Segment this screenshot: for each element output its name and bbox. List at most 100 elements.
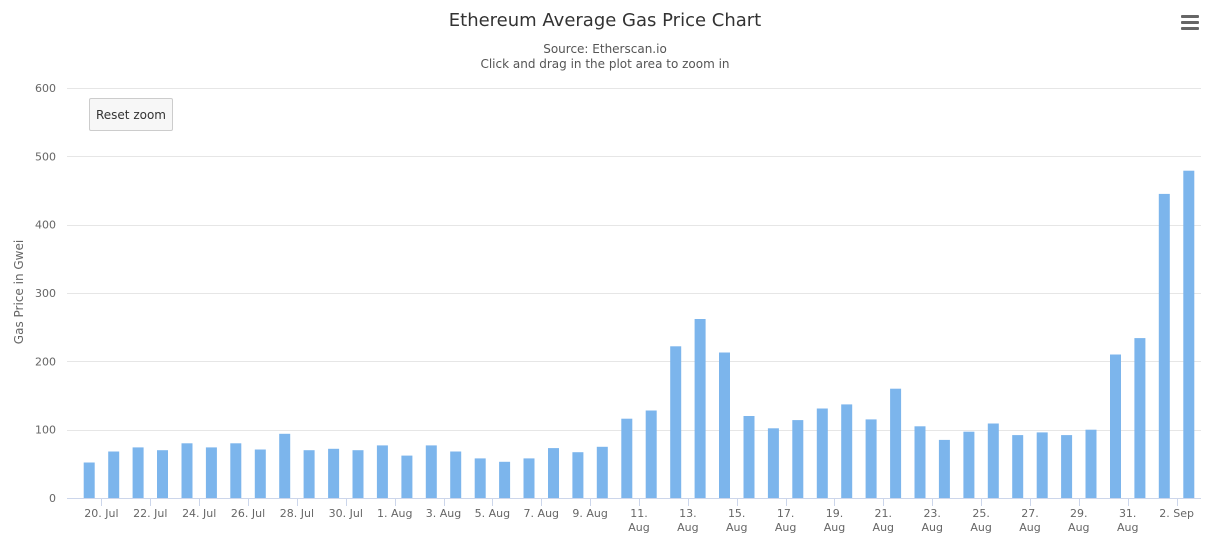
x-tick-label-line: Aug <box>921 521 942 534</box>
bar[interactable] <box>1158 193 1170 498</box>
hamburger-menu-icon[interactable] <box>1179 12 1201 34</box>
bar[interactable] <box>1085 429 1097 498</box>
y-tick-label: 500 <box>35 150 56 163</box>
x-tick-label-line: 17. <box>777 507 795 520</box>
x-tick-label: 28. Jul <box>280 507 314 520</box>
bar[interactable] <box>670 346 682 498</box>
bar[interactable] <box>1036 432 1048 498</box>
x-tick-label-line: Aug <box>677 521 698 534</box>
x-tick-label: 15. Aug <box>726 507 747 534</box>
bar[interactable] <box>621 418 633 498</box>
chart-subtitle: Source: Etherscan.io Click and drag in t… <box>0 42 1210 72</box>
bar[interactable] <box>914 426 926 499</box>
bar[interactable] <box>743 416 755 498</box>
y-axis-title: Gas Price in Gwei <box>12 240 26 344</box>
bar[interactable] <box>1183 170 1195 498</box>
y-tick-label: 400 <box>35 219 56 232</box>
x-tick-label-line: 23. <box>923 507 941 520</box>
y-tick-label: 0 <box>49 492 56 505</box>
x-tick-label: 9. Aug <box>572 507 607 520</box>
bar[interactable] <box>1110 354 1121 499</box>
y-axis-ticks: 0 100 200 300 400 500 600 <box>35 82 56 505</box>
x-tick-label-line: 31. <box>1119 507 1137 520</box>
bar[interactable] <box>1061 435 1073 498</box>
x-tick-label: 31. Aug <box>1117 507 1138 534</box>
x-tick-label-line: 26. Jul <box>231 507 265 520</box>
bar[interactable] <box>767 428 779 498</box>
x-tick-label: 2. Sep <box>1159 507 1194 520</box>
x-tick-label: 1. Aug <box>377 507 412 520</box>
x-tick-label-line: 7. Aug <box>524 507 559 520</box>
x-tick-label-line: 9. Aug <box>572 507 607 520</box>
bar[interactable] <box>181 443 193 498</box>
grid-lines <box>67 88 1201 499</box>
x-tick-label: 24. Jul <box>182 507 216 520</box>
x-tick-label: 22. Jul <box>133 507 167 520</box>
bar[interactable] <box>303 450 315 498</box>
x-tick-label: 21. Aug <box>873 507 894 534</box>
y-tick-label: 200 <box>35 355 56 368</box>
x-tick-label: 26. Jul <box>231 507 265 520</box>
x-tick-label-line: Aug <box>873 521 894 534</box>
bar[interactable] <box>548 448 559 498</box>
bar[interactable] <box>132 447 144 498</box>
bar[interactable] <box>963 431 975 498</box>
reset-zoom-button[interactable]: Reset zoom <box>89 98 173 131</box>
bar[interactable] <box>987 423 999 499</box>
x-tick-label-line: Aug <box>628 521 649 534</box>
bar[interactable] <box>205 447 217 498</box>
bar[interactable] <box>474 458 486 498</box>
bar[interactable] <box>1012 435 1024 498</box>
x-tick-label-line: 13. <box>679 507 697 520</box>
bar[interactable] <box>523 458 535 498</box>
x-tick-label: 11. Aug <box>628 507 649 534</box>
bar[interactable] <box>572 452 584 498</box>
x-tick-label-line: 30. Jul <box>329 507 363 520</box>
bar[interactable] <box>425 445 437 498</box>
x-tick-label-line: Aug <box>1117 521 1138 534</box>
chart-subtitle-hint: Click and drag in the plot area to zoom … <box>480 57 730 71</box>
bar[interactable] <box>376 445 388 498</box>
bar[interactable] <box>816 408 828 499</box>
x-tick-label-line: 28. Jul <box>280 507 314 520</box>
bar[interactable] <box>865 419 877 498</box>
bar[interactable] <box>792 420 804 498</box>
bar[interactable] <box>890 388 902 498</box>
bar[interactable] <box>694 319 706 498</box>
bar[interactable] <box>230 443 242 498</box>
x-tick-label: 13. Aug <box>677 507 698 534</box>
x-tick-label: 5. Aug <box>475 507 510 520</box>
menu-line <box>1181 21 1199 24</box>
bar[interactable] <box>157 450 168 498</box>
x-tick-label-line: 22. Jul <box>133 507 167 520</box>
x-axis-ticks: 20. Jul 22. Jul 24. Jul 26. Jul 28. Jul 30. J… <box>84 498 1194 534</box>
x-tick-label-line: 2. Sep <box>1159 507 1194 520</box>
x-tick-label-line: 29. <box>1070 507 1088 520</box>
bar[interactable] <box>1134 338 1146 498</box>
x-tick-label-line: Aug <box>775 521 796 534</box>
x-tick-label-line: 27. <box>1021 507 1039 520</box>
bar[interactable] <box>719 352 730 499</box>
x-tick-label: 3. Aug <box>426 507 461 520</box>
x-tick-label-line: Aug <box>1068 521 1089 534</box>
bar[interactable] <box>645 410 657 499</box>
bar[interactable] <box>352 450 364 498</box>
bar[interactable] <box>450 451 462 499</box>
bar[interactable] <box>938 439 950 498</box>
bar[interactable] <box>279 433 291 498</box>
bar[interactable] <box>596 446 608 499</box>
bar[interactable] <box>83 462 95 499</box>
bar[interactable] <box>499 461 511 498</box>
x-tick-label-line: Aug <box>970 521 991 534</box>
y-tick-label: 600 <box>35 82 56 95</box>
x-tick-label-line: 15. <box>728 507 746 520</box>
bar[interactable] <box>108 451 120 499</box>
bar[interactable] <box>401 455 413 498</box>
bar[interactable] <box>328 448 340 498</box>
x-tick-label-line: 24. Jul <box>182 507 216 520</box>
bar[interactable] <box>841 404 853 498</box>
x-tick-label-line: 11. <box>630 507 648 520</box>
chart-title: Ethereum Average Gas Price Chart <box>448 10 762 31</box>
bar[interactable] <box>254 449 266 499</box>
